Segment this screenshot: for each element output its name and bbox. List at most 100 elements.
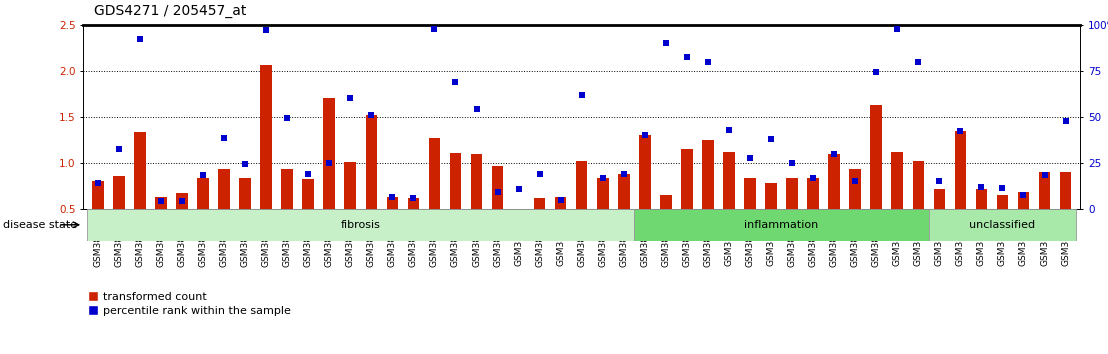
Point bbox=[825, 151, 843, 156]
Bar bbox=[450, 153, 461, 209]
Bar bbox=[534, 198, 545, 209]
Point bbox=[699, 59, 717, 64]
Point bbox=[173, 199, 191, 204]
Point bbox=[952, 128, 970, 133]
Point bbox=[489, 189, 506, 195]
Bar bbox=[429, 138, 440, 209]
Point bbox=[889, 27, 906, 32]
Bar bbox=[1018, 192, 1029, 209]
Bar bbox=[408, 198, 419, 209]
Point bbox=[868, 69, 885, 75]
Bar bbox=[176, 193, 187, 209]
Point bbox=[994, 185, 1012, 190]
Point bbox=[110, 146, 127, 152]
Point bbox=[383, 194, 401, 200]
Bar bbox=[639, 135, 650, 209]
Text: disease state: disease state bbox=[3, 220, 78, 230]
Bar bbox=[492, 166, 503, 209]
Point bbox=[594, 175, 612, 181]
Bar bbox=[913, 161, 924, 209]
Bar bbox=[218, 169, 229, 209]
Bar bbox=[1039, 172, 1050, 209]
Text: unclassified: unclassified bbox=[970, 220, 1036, 230]
Point bbox=[299, 171, 317, 177]
Point bbox=[425, 27, 443, 32]
Point bbox=[531, 171, 548, 177]
Bar bbox=[634, 209, 929, 241]
Point bbox=[1057, 119, 1075, 124]
Point bbox=[341, 96, 359, 101]
Bar bbox=[808, 178, 819, 209]
Point bbox=[404, 195, 422, 201]
Bar bbox=[766, 183, 777, 209]
Bar bbox=[134, 132, 145, 209]
Bar bbox=[387, 197, 398, 209]
Point bbox=[278, 115, 296, 121]
Point bbox=[573, 92, 591, 98]
Point bbox=[678, 54, 696, 60]
Bar bbox=[513, 209, 524, 223]
Bar bbox=[345, 162, 356, 209]
Text: inflammation: inflammation bbox=[745, 220, 819, 230]
Point bbox=[1036, 172, 1054, 178]
Bar bbox=[955, 131, 966, 209]
Point bbox=[720, 127, 738, 132]
Point bbox=[89, 180, 106, 186]
Bar bbox=[281, 169, 293, 209]
Bar bbox=[829, 154, 840, 209]
Point bbox=[447, 79, 464, 85]
Bar bbox=[702, 140, 714, 209]
Bar bbox=[618, 174, 629, 209]
Bar bbox=[997, 195, 1008, 209]
Bar bbox=[892, 152, 903, 209]
Bar bbox=[302, 179, 314, 209]
Point bbox=[657, 40, 675, 46]
Bar bbox=[850, 169, 861, 209]
Point bbox=[510, 186, 527, 192]
Bar bbox=[934, 189, 945, 209]
Point bbox=[320, 160, 338, 166]
Point bbox=[552, 197, 570, 202]
Point bbox=[362, 112, 380, 118]
Bar bbox=[88, 209, 634, 241]
Bar bbox=[787, 178, 798, 209]
Point bbox=[804, 175, 822, 181]
Point bbox=[131, 36, 148, 41]
Point bbox=[1015, 192, 1033, 198]
Text: fibrosis: fibrosis bbox=[341, 220, 381, 230]
Bar bbox=[555, 197, 566, 209]
Point bbox=[615, 171, 633, 177]
Bar bbox=[366, 115, 377, 209]
Point bbox=[973, 184, 991, 190]
Bar bbox=[976, 189, 987, 209]
Legend: transformed count, percentile rank within the sample: transformed count, percentile rank withi… bbox=[89, 292, 291, 316]
Bar bbox=[1059, 172, 1071, 209]
Bar bbox=[471, 154, 482, 209]
Bar bbox=[239, 178, 250, 209]
Bar bbox=[871, 105, 882, 209]
Bar bbox=[260, 65, 271, 209]
Point bbox=[194, 172, 212, 178]
Bar bbox=[660, 195, 671, 209]
Point bbox=[783, 160, 801, 166]
Point bbox=[741, 155, 759, 161]
Point bbox=[468, 107, 485, 112]
Point bbox=[847, 178, 864, 184]
Bar bbox=[92, 181, 104, 209]
Bar bbox=[113, 176, 124, 209]
Point bbox=[236, 161, 254, 167]
Point bbox=[762, 136, 780, 142]
Point bbox=[257, 28, 275, 33]
Point bbox=[636, 132, 654, 138]
Bar bbox=[576, 161, 587, 209]
Text: GDS4271 / 205457_at: GDS4271 / 205457_at bbox=[94, 4, 247, 18]
Point bbox=[152, 199, 170, 204]
Point bbox=[910, 59, 927, 64]
Bar bbox=[597, 178, 608, 209]
Point bbox=[215, 135, 233, 141]
Bar bbox=[155, 197, 166, 209]
Bar bbox=[929, 209, 1076, 241]
Bar bbox=[681, 149, 692, 209]
Bar bbox=[724, 152, 735, 209]
Bar bbox=[324, 98, 335, 209]
